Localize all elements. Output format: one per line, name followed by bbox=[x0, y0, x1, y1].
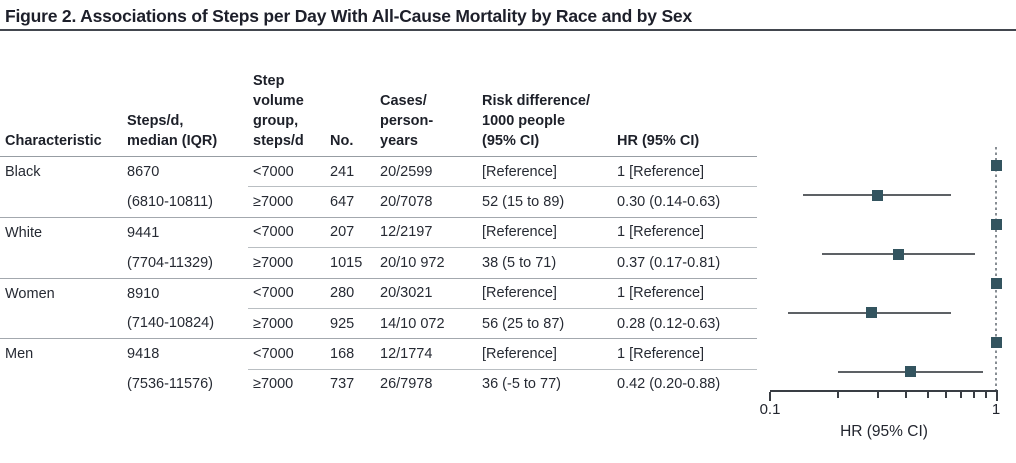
cell-volume-group: <7000 bbox=[248, 338, 325, 370]
cell-volume-group: ≥7000 bbox=[248, 247, 325, 279]
x-axis-tick bbox=[996, 392, 998, 401]
cell-steps-median: 9418 bbox=[127, 346, 160, 363]
cell-characteristic bbox=[0, 308, 122, 340]
cell-hr: 0.28 (0.12-0.63) bbox=[612, 308, 757, 340]
forest-marker bbox=[872, 189, 884, 201]
cell-no: 280 bbox=[325, 278, 375, 309]
cell-cases: 20/7078 bbox=[375, 186, 477, 218]
header-steps-median: Steps/d, median (IQR) bbox=[122, 33, 248, 157]
cell-volume-group: ≥7000 bbox=[253, 376, 294, 393]
figure-title: Figure 2. Associations of Steps per Day … bbox=[5, 6, 692, 26]
cell-cases: 26/7978 bbox=[380, 376, 433, 393]
x-tick-label: 1 bbox=[991, 401, 1001, 418]
cell-cases: 12/1774 bbox=[375, 338, 477, 370]
title-divider bbox=[0, 29, 1016, 31]
cell-cases: 14/10 072 bbox=[375, 308, 477, 340]
cell-risk-difference: [Reference] bbox=[477, 338, 612, 370]
cell-hr: 0.30 (0.14-0.63) bbox=[612, 186, 757, 218]
cell-characteristic: Black bbox=[5, 163, 41, 180]
cell-no: 168 bbox=[325, 338, 375, 370]
x-axis-tick bbox=[959, 392, 962, 398]
x-axis-tick bbox=[973, 392, 976, 398]
table-row: (6810-10811) ≥7000 647 20/7078 52 (15 to… bbox=[0, 186, 757, 218]
cell-steps-median: (7536-11576) bbox=[127, 376, 213, 393]
table-row: White 9441 <7000 207 12/2197 [Reference]… bbox=[0, 217, 757, 249]
cell-characteristic: White bbox=[5, 224, 43, 241]
header-cases: Cases/ person- years bbox=[375, 33, 477, 157]
cell-no: 737 bbox=[330, 376, 355, 393]
cell-cases: 20/10 972 bbox=[375, 247, 477, 279]
x-axis-tick bbox=[984, 392, 987, 398]
cell-hr: 1 [Reference] bbox=[612, 217, 757, 249]
cell-risk-difference: [Reference] bbox=[477, 217, 612, 249]
forest-marker-reference bbox=[990, 160, 1002, 172]
cell-volume-group: ≥7000 bbox=[248, 186, 325, 218]
table-header-row: Characteristic Steps/d, median (IQR) Ste… bbox=[0, 33, 757, 157]
cell-cases: 20/2599 bbox=[375, 156, 477, 188]
cell-no: 207 bbox=[325, 217, 375, 249]
cell-risk-difference: [Reference] bbox=[477, 156, 612, 188]
table-row: (7704-11329) ≥7000 1015 20/10 972 38 (5 … bbox=[0, 247, 757, 279]
cell-characteristic bbox=[0, 247, 122, 279]
forest-marker bbox=[865, 307, 877, 319]
header-hr: HR (95% CI) bbox=[612, 33, 757, 157]
cell-steps-median: (6810-10811) bbox=[122, 186, 248, 218]
header-no: No. bbox=[325, 33, 375, 157]
x-axis-tick bbox=[769, 392, 771, 401]
cell-risk-difference: [Reference] bbox=[477, 278, 612, 309]
table-row: Black 8670 <7000 241 20/2599 [Reference]… bbox=[0, 156, 757, 188]
table-row: Men 9418 <7000 168 12/1774 [Reference] 1… bbox=[0, 338, 757, 370]
header-risk-difference: Risk difference/ 1000 people (95% CI) bbox=[477, 33, 612, 157]
header-volume-group: Step volume group, steps/d bbox=[248, 33, 325, 157]
cell-hr: 1 [Reference] bbox=[612, 156, 757, 188]
cell-no: 647 bbox=[325, 186, 375, 218]
forest-marker-reference bbox=[990, 219, 1002, 231]
forest-marker-reference bbox=[990, 277, 1002, 289]
table-row: Women 8910 <7000 280 20/3021 [Reference]… bbox=[0, 278, 757, 309]
cell-no: 925 bbox=[325, 308, 375, 340]
x-axis-title: HR (95% CI) bbox=[840, 423, 928, 440]
cell-hr: 1 [Reference] bbox=[612, 278, 757, 309]
forest-marker bbox=[892, 248, 904, 260]
forest-marker bbox=[905, 366, 917, 378]
results-table: Characteristic Steps/d, median (IQR) Ste… bbox=[0, 33, 757, 399]
cell-volume-group: <7000 bbox=[248, 217, 325, 249]
cell-risk-difference: 52 (15 to 89) bbox=[477, 186, 612, 218]
cell-volume-group: ≥7000 bbox=[248, 308, 325, 340]
x-axis-line bbox=[770, 390, 998, 392]
cell-steps-median: 8670 bbox=[127, 163, 160, 180]
cell-hr: 1 [Reference] bbox=[612, 338, 757, 370]
cell-hr: 0.42 (0.20-0.88) bbox=[617, 376, 721, 393]
x-axis-tick bbox=[926, 392, 929, 398]
cell-steps-median: 8910 bbox=[127, 285, 160, 302]
cell-risk-difference: 56 (25 to 87) bbox=[477, 308, 612, 340]
table-row: (7536-11576) ≥7000 737 26/7978 36 (-5 to… bbox=[0, 369, 757, 399]
cell-hr: 0.37 (0.17-0.81) bbox=[612, 247, 757, 279]
cell-characteristic bbox=[0, 186, 122, 218]
table-row: (7140-10824) ≥7000 925 14/10 072 56 (25 … bbox=[0, 308, 757, 340]
cell-characteristic: Men bbox=[5, 346, 34, 363]
cell-steps-median: 9441 bbox=[127, 224, 160, 241]
x-tick-label: 0.1 bbox=[759, 401, 781, 418]
x-axis-tick bbox=[876, 392, 879, 398]
x-axis-tick bbox=[837, 392, 840, 398]
forest-marker-reference bbox=[990, 336, 1002, 348]
cell-no: 1015 bbox=[325, 247, 375, 279]
cell-volume-group: <7000 bbox=[248, 156, 325, 188]
header-characteristic: Characteristic bbox=[0, 33, 122, 157]
x-axis-tick bbox=[944, 392, 947, 398]
cell-characteristic: Women bbox=[5, 285, 55, 302]
x-axis-tick bbox=[905, 392, 908, 398]
cell-cases: 20/3021 bbox=[375, 278, 477, 309]
cell-volume-group: <7000 bbox=[248, 278, 325, 309]
cell-risk-difference: 38 (5 to 71) bbox=[477, 247, 612, 279]
cell-cases: 12/2197 bbox=[375, 217, 477, 249]
cell-steps-median: (7140-10824) bbox=[122, 308, 248, 340]
cell-steps-median: (7704-11329) bbox=[122, 247, 248, 279]
cell-no: 241 bbox=[325, 156, 375, 188]
cell-risk-difference: 36 (-5 to 77) bbox=[482, 376, 561, 393]
reference-line bbox=[995, 147, 997, 390]
